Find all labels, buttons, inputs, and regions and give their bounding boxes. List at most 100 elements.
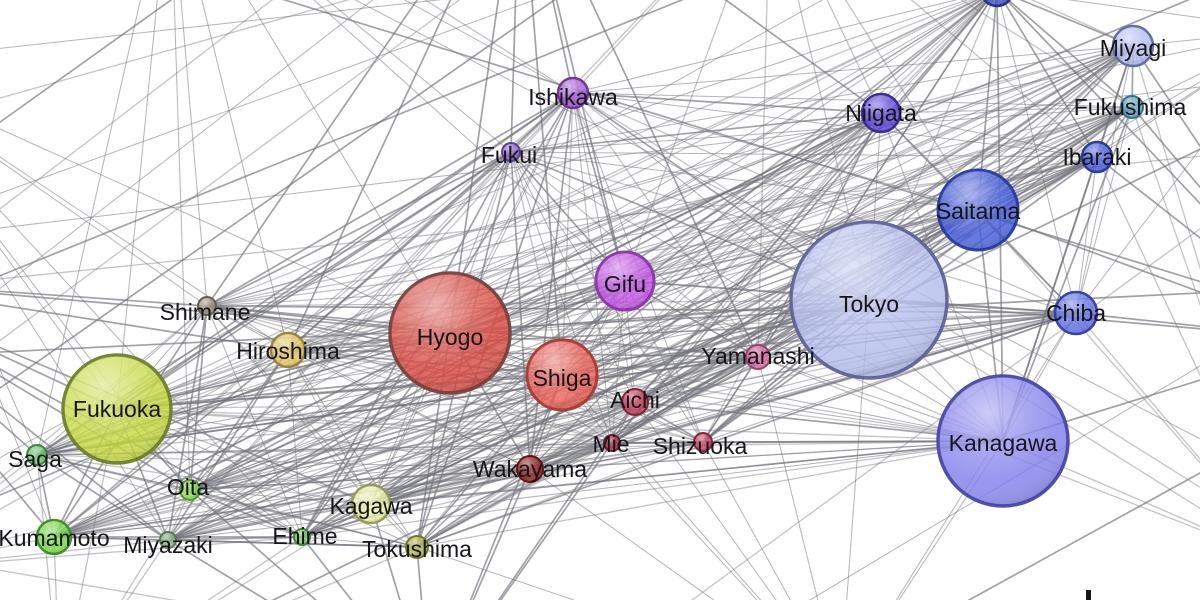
- node-yamanashi[interactable]: [745, 344, 771, 370]
- node-mie[interactable]: [603, 434, 621, 452]
- edge-line: [189, 401, 636, 491]
- node-oita[interactable]: [179, 479, 201, 501]
- edge-line: [0, 0, 556, 390]
- edge-line: [167, 349, 289, 541]
- edge-line: [116, 0, 158, 410]
- edge-line: [126, 539, 169, 600]
- edge-line: [121, 489, 191, 600]
- edge-line: [0, 539, 169, 559]
- edge-line: [207, 536, 303, 600]
- node-shiga[interactable]: [525, 338, 599, 412]
- edge-line: [1131, 106, 1200, 189]
- edge-line: [0, 304, 289, 351]
- edge-line: [189, 489, 318, 600]
- edge-line: [510, 151, 979, 211]
- edge-line: [0, 0, 442, 49]
- edge-line: [977, 209, 1200, 464]
- edge-line: [0, 155, 1200, 280]
- edge-line: [36, 0, 141, 456]
- node-ishikawa[interactable]: [556, 76, 590, 110]
- node-fukushima[interactable]: [1120, 95, 1144, 119]
- edge-line: [0, 368, 38, 456]
- node-kumamoto[interactable]: [35, 518, 73, 556]
- edge-line: [572, 92, 626, 282]
- edge-line: [529, 0, 989, 470]
- edge-line: [1096, 156, 1200, 239]
- edge-line: [416, 546, 576, 600]
- edge-line: [173, 0, 191, 491]
- edge-line: [572, 45, 1134, 94]
- edge-line: [167, 539, 418, 548]
- node-saitama[interactable]: [936, 168, 1020, 252]
- edge-line: [967, 472, 1200, 600]
- node-hiroshima[interactable]: [269, 331, 307, 369]
- edge-line: [189, 45, 1134, 491]
- node-wakayama[interactable]: [516, 455, 544, 483]
- edge-line: [53, 489, 191, 538]
- edge-line: [271, 148, 1200, 600]
- edge-line: [0, 0, 684, 277]
- edge-line: [167, 401, 636, 541]
- edge-line: [572, 92, 1077, 314]
- node-ehime[interactable]: [293, 528, 311, 546]
- edge-line: [206, 305, 1004, 442]
- edge-line: [572, 92, 882, 114]
- edge-line: [572, 92, 759, 358]
- node-tokushima[interactable]: [405, 535, 429, 559]
- edge-line: [36, 440, 1004, 456]
- node-kanagawa[interactable]: [936, 374, 1070, 508]
- node-aichi[interactable]: [621, 388, 649, 416]
- node-kagawa[interactable]: [350, 483, 392, 525]
- edge-line: [702, 441, 791, 600]
- edge-line: [611, 112, 882, 444]
- edge-line: [634, 0, 990, 403]
- node-partial-top[interactable]: [981, 0, 1013, 8]
- node-tokyo[interactable]: [789, 220, 949, 380]
- edge-line: [510, 151, 636, 403]
- edge-line: [555, 0, 626, 282]
- edge-line: [757, 0, 768, 358]
- edge-line: [206, 45, 1134, 307]
- edge-line: [531, 0, 563, 376]
- edge-line: [206, 0, 974, 307]
- edge-line: [510, 106, 1133, 153]
- node-saga[interactable]: [26, 444, 48, 466]
- edge-line: [572, 92, 613, 444]
- edge-line: [572, 0, 660, 94]
- edge-line: [301, 312, 1077, 538]
- edge-line: [572, 92, 1098, 158]
- edge-line: [282, 0, 1200, 283]
- edge-line: [611, 442, 758, 600]
- edge-line: [497, 401, 636, 600]
- edge-line: [624, 0, 728, 282]
- edge-line: [53, 401, 636, 538]
- node-shimane[interactable]: [197, 296, 217, 316]
- node-chiba[interactable]: [1053, 290, 1099, 336]
- edge-line: [370, 45, 1134, 505]
- edge-line: [611, 0, 990, 444]
- node-shizuoka[interactable]: [693, 432, 713, 452]
- node-fukui[interactable]: [501, 142, 521, 162]
- edge-line: [189, 0, 982, 491]
- node-hyogo[interactable]: [388, 271, 512, 395]
- edge-line: [53, 349, 289, 538]
- edge-line: [1019, 0, 1134, 47]
- edge-line: [572, 92, 1133, 108]
- edge-line: [529, 112, 882, 470]
- node-fukuoka[interactable]: [61, 353, 173, 465]
- edge-line: [1132, 38, 1200, 47]
- edge-line: [510, 0, 969, 153]
- edge-line: [0, 0, 536, 194]
- node-gifu[interactable]: [594, 250, 656, 312]
- node-niigata[interactable]: [860, 92, 902, 134]
- edge-line: [472, 468, 531, 600]
- node-miyazaki[interactable]: [159, 531, 177, 549]
- edge-line: [757, 356, 819, 600]
- node-miyagi[interactable]: [1111, 24, 1155, 68]
- edge-line: [287, 349, 613, 444]
- edge-line: [36, 454, 169, 541]
- node-ibaraki[interactable]: [1080, 140, 1114, 174]
- edge-line: [572, 92, 1004, 442]
- edge-line: [0, 293, 451, 334]
